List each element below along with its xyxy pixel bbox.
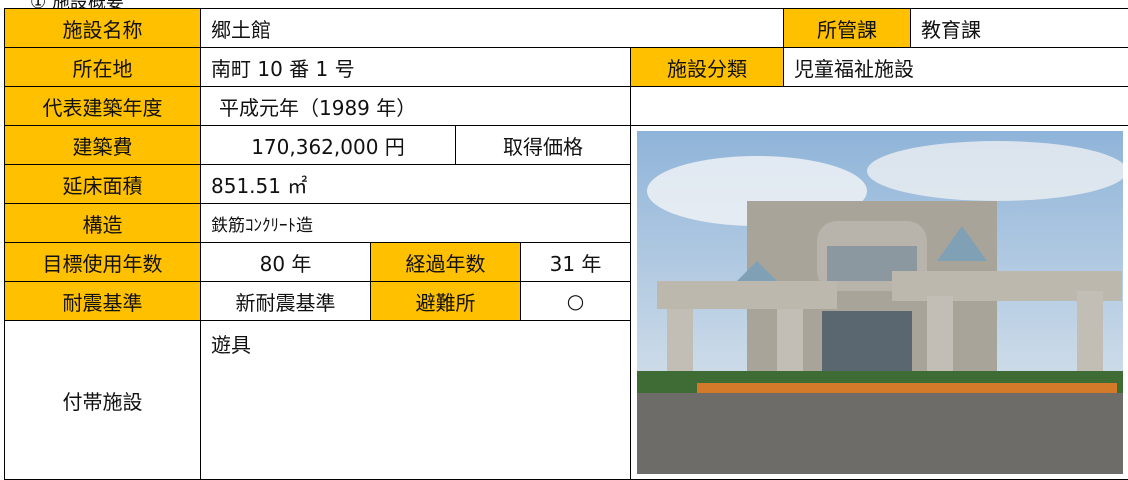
label-cell: 耐震基準 [4,281,201,321]
label-cell: 取得価格 [455,125,631,165]
label-cell: 付帯施設 [4,320,201,480]
label-cell: 代表建築年度 [4,86,201,126]
label-cell: 建築費 [4,125,201,165]
value-cell: 遊具 [200,320,631,480]
facility-photo [637,131,1123,474]
value-cell: 31 年 [520,242,631,282]
photo-cell [630,125,1128,480]
label-cell: 施設名称 [4,8,201,48]
value-cell: ○ [520,281,631,321]
value-cell: 南町 10 番 1 号 [200,47,631,87]
value-cell: 170,362,000 円 [200,125,456,165]
label-cell: 経過年数 [370,242,521,282]
label-cell: 所管課 [783,8,911,48]
value-cell: 851.51 ㎡ [200,164,631,204]
value-cell: 児童福祉施設 [783,47,1128,87]
label-cell: 延床面積 [4,164,201,204]
value-cell: 郷土館 [200,8,784,48]
value-cell: 教育課 [910,8,1128,48]
value-cell: 鉄筋ｺﾝｸﾘｰﾄ造 [200,203,631,243]
value-cell: 平成元年（1989 年） [200,86,631,126]
label-cell: 目標使用年数 [4,242,201,282]
value-cell: 新耐震基準 [200,281,371,321]
label-cell: 避難所 [370,281,521,321]
label-cell: 構造 [4,203,201,243]
value-cell: 80 年 [200,242,371,282]
label-cell: 所在地 [4,47,201,87]
label-cell: 施設分類 [630,47,784,87]
